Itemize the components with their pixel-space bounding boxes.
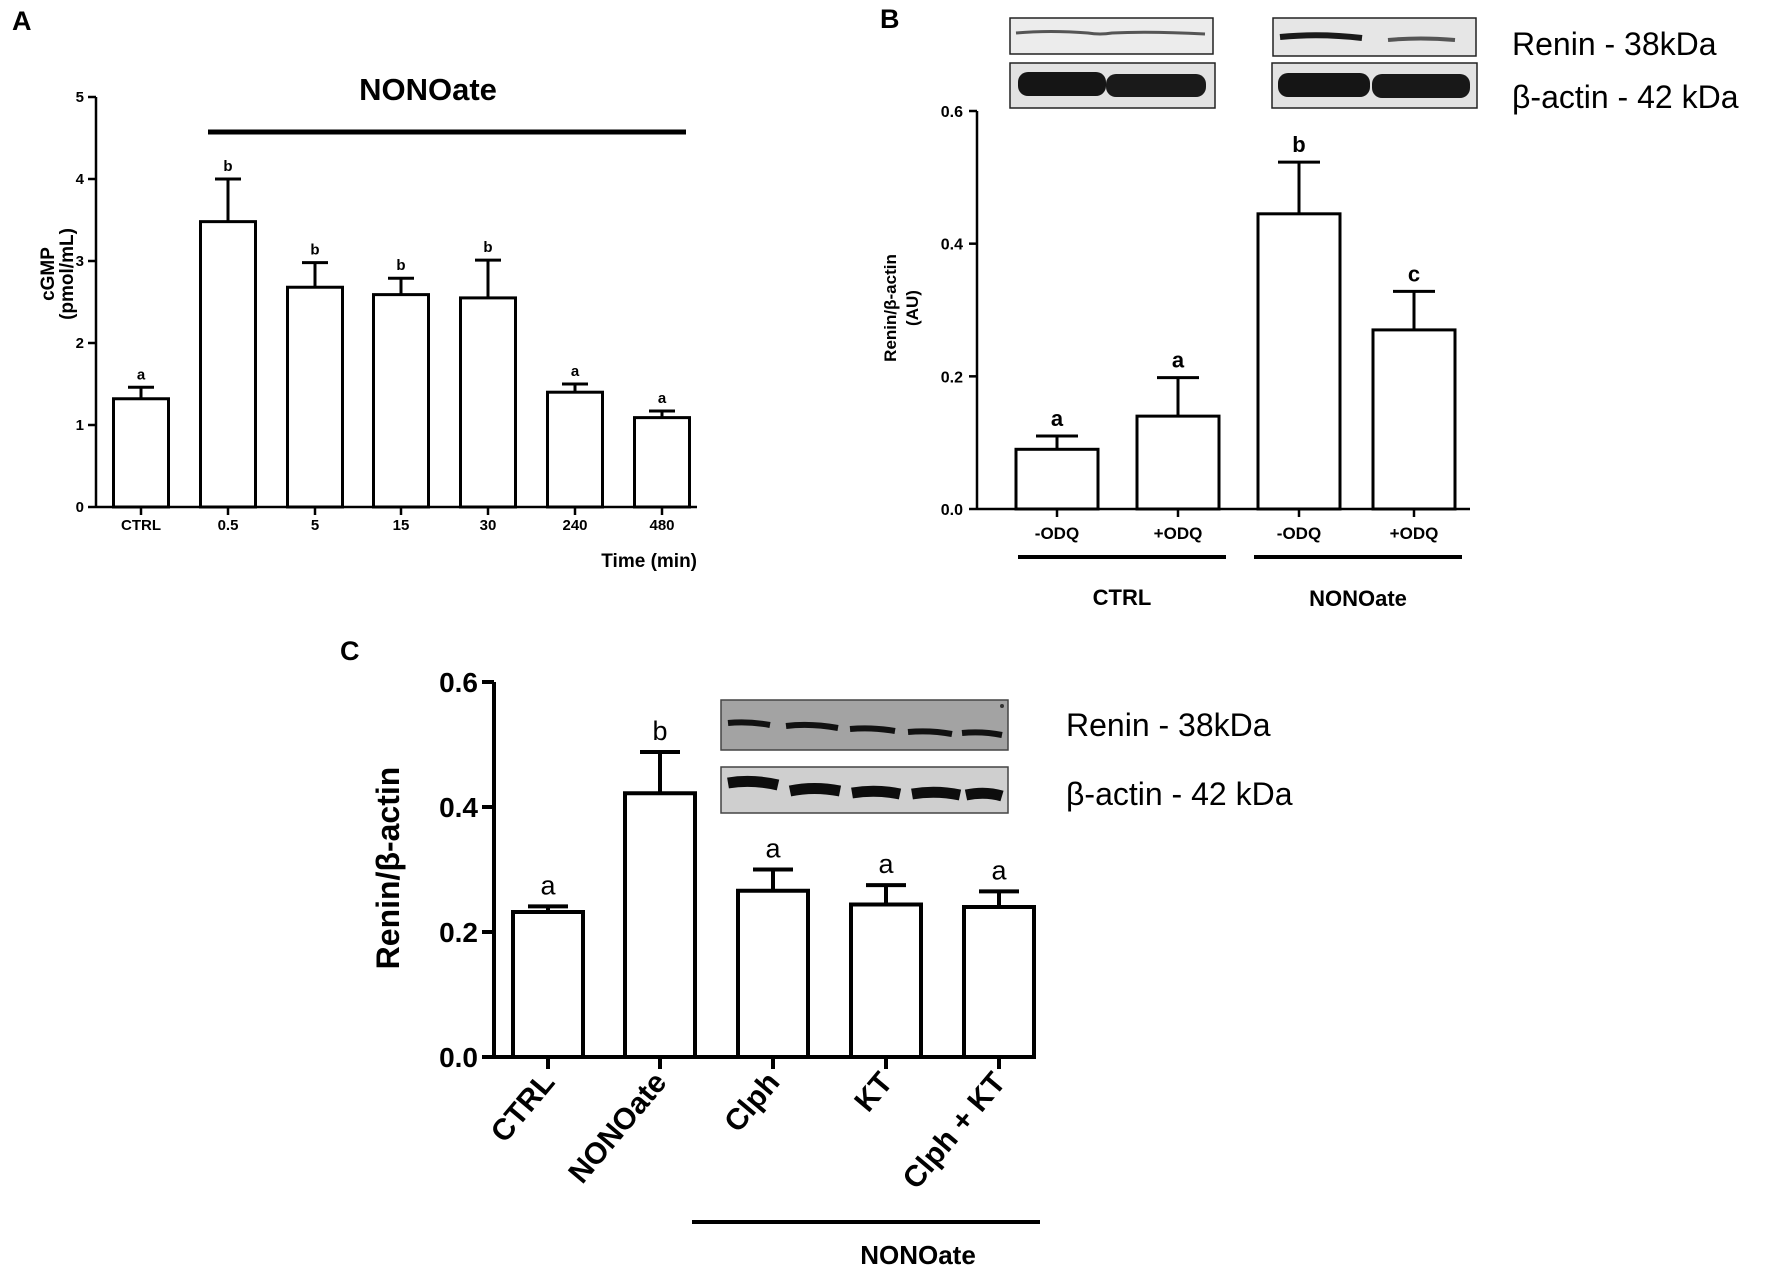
chart-c-bar: [962, 905, 1036, 1059]
chart-a-category-label: CTRL: [121, 517, 161, 534]
chart-c-category-label: Clph: [718, 1066, 786, 1138]
chart-c-ytick-label: 0.6: [439, 667, 478, 698]
panel-letter-c: C: [340, 636, 360, 666]
chart-a-bar: [199, 220, 257, 509]
chart-b-ylabel-line1: Renin/β-actin: [881, 254, 900, 362]
chart-b-sig-letter: a: [1172, 348, 1185, 373]
chart-c-sig-letter: a: [991, 855, 1007, 885]
blot-b: [1009, 17, 1478, 109]
chart-a-sig-letter: b: [310, 242, 319, 259]
chart-a-category-label: 30: [480, 517, 497, 534]
chart-c: Renin/β-actin Renin - 38kDa β-actin - 42…: [370, 667, 1293, 1270]
chart-c-category-label: CTRL: [485, 1066, 562, 1148]
chart-c-sig-letter: a: [540, 870, 556, 900]
chart-a-ylabel-line2: (pmol/mL): [57, 228, 78, 320]
chart-c-group-label: NONOate: [860, 1240, 976, 1270]
chart-b: Renin/β-actin (AU) Renin - 38kDa β-actin…: [881, 17, 1739, 611]
blot-b-renin-right-band2: [1387, 36, 1456, 42]
panel-letter-b: B: [880, 4, 900, 34]
chart-a-bar: [112, 397, 170, 509]
chart-a-category-label: 0.5: [218, 517, 239, 534]
chart-b-ylabel-line2: (AU): [903, 290, 922, 326]
chart-c-category-label: KT: [848, 1066, 899, 1118]
chart-a-ytick-label: 5: [76, 89, 84, 106]
chart-a-sig-letter: b: [223, 158, 232, 175]
chart-b-sig-letter: c: [1408, 261, 1420, 286]
chart-a-ytick-label: 2: [76, 335, 84, 352]
chart-c-blot-label-actin: β-actin - 42 kDa: [1066, 776, 1293, 812]
chart-a-category-label: 15: [393, 517, 410, 534]
blot-b-actin-left-band1: [1018, 72, 1106, 96]
chart-b-category-label: -ODQ: [1277, 524, 1321, 543]
chart-c-category-label: NONOate: [562, 1066, 673, 1189]
chart-a-ytick-label: 4: [76, 171, 85, 188]
blot-b-renin-right-band: [1279, 32, 1363, 41]
chart-a-category-label: 480: [649, 517, 674, 534]
chart-a-ytick-label: 0: [76, 499, 84, 516]
chart-a: cGMP (pmol/mL) Time (min) NONOate 0 1 2 3 4 5…: [38, 72, 697, 572]
chart-a-sig-letter: a: [137, 366, 146, 383]
chart-b-ytick-label: 0.2: [941, 369, 963, 386]
chart-b-category-label: +ODQ: [1390, 524, 1439, 543]
chart-b-category-label: +ODQ: [1154, 524, 1203, 543]
chart-b-blot-label-renin: Renin - 38kDa: [1512, 26, 1717, 62]
blot-b-actin-left-band2: [1106, 74, 1206, 97]
blot-c: [720, 699, 1009, 814]
blot-b-actin-right-band2: [1372, 74, 1470, 98]
chart-a-sig-letter: b: [396, 257, 405, 274]
blot-c-renin-bands: [727, 719, 1003, 738]
chart-a-sig-letter: a: [658, 390, 667, 407]
chart-b-bar: [1256, 212, 1342, 511]
chart-b-ytick-label: 0.0: [941, 502, 963, 519]
chart-a-ytick-label: 3: [76, 253, 84, 270]
chart-a-sig-letter: a: [571, 363, 580, 380]
chart-b-sig-letter: b: [1292, 132, 1305, 157]
chart-c-category-label: Clph + KT: [897, 1066, 1013, 1195]
chart-b-bar: [1014, 447, 1100, 511]
chart-b-ytick-label: 0.4: [941, 237, 963, 254]
chart-c-sig-letter: a: [878, 849, 894, 879]
chart-c-blot-label-renin: Renin - 38kDa: [1066, 707, 1271, 743]
blot-b-renin-left: [1009, 17, 1214, 55]
chart-a-group-label: NONOate: [359, 72, 497, 107]
chart-a-xlabel: Time (min): [601, 551, 697, 572]
chart-c-bar: [849, 902, 923, 1059]
chart-c-bar: [623, 791, 697, 1059]
chart-c-ytick-label: 0.4: [439, 792, 478, 823]
chart-c-bar: [736, 888, 810, 1059]
blot-c-actin-bands: [727, 775, 1004, 802]
chart-a-bar: [633, 416, 691, 509]
chart-a-ytick-label: 1: [76, 417, 84, 434]
chart-a-bar: [286, 285, 344, 509]
blot-b-renin-left-band: [1015, 30, 1206, 36]
chart-b-category-label: -ODQ: [1035, 524, 1079, 543]
chart-c-sig-letter: a: [765, 834, 781, 864]
chart-c-sig-letter: b: [652, 716, 667, 746]
chart-c-ytick-label: 0.2: [439, 917, 478, 948]
chart-a-bar: [459, 296, 517, 509]
chart-c-ytick-label: 0.0: [439, 1042, 478, 1073]
blot-b-actin-right-band1: [1278, 73, 1370, 97]
chart-b-bar: [1135, 414, 1221, 511]
chart-a-ylabel-line1: cGMP: [38, 247, 59, 301]
chart-b-group-ctrl: CTRL: [1093, 585, 1152, 610]
chart-a-bar: [372, 293, 430, 509]
chart-b-ytick-label: 0.6: [941, 104, 963, 121]
chart-a-sig-letter: b: [483, 239, 492, 256]
blot-c-spot: [1000, 704, 1004, 708]
chart-a-bar: [546, 390, 604, 509]
chart-c-ylabel: Renin/β-actin: [370, 767, 406, 970]
panel-letter-a: A: [12, 6, 32, 36]
chart-c-bar: [511, 910, 585, 1059]
chart-a-category-label: 240: [562, 517, 587, 534]
chart-a-category-label: 5: [311, 517, 319, 534]
chart-b-blot-label-actin: β-actin - 42 kDa: [1512, 79, 1739, 115]
chart-b-sig-letter: a: [1051, 406, 1064, 431]
chart-b-group-nonoate: NONOate: [1309, 586, 1407, 611]
chart-b-bar: [1371, 328, 1457, 511]
